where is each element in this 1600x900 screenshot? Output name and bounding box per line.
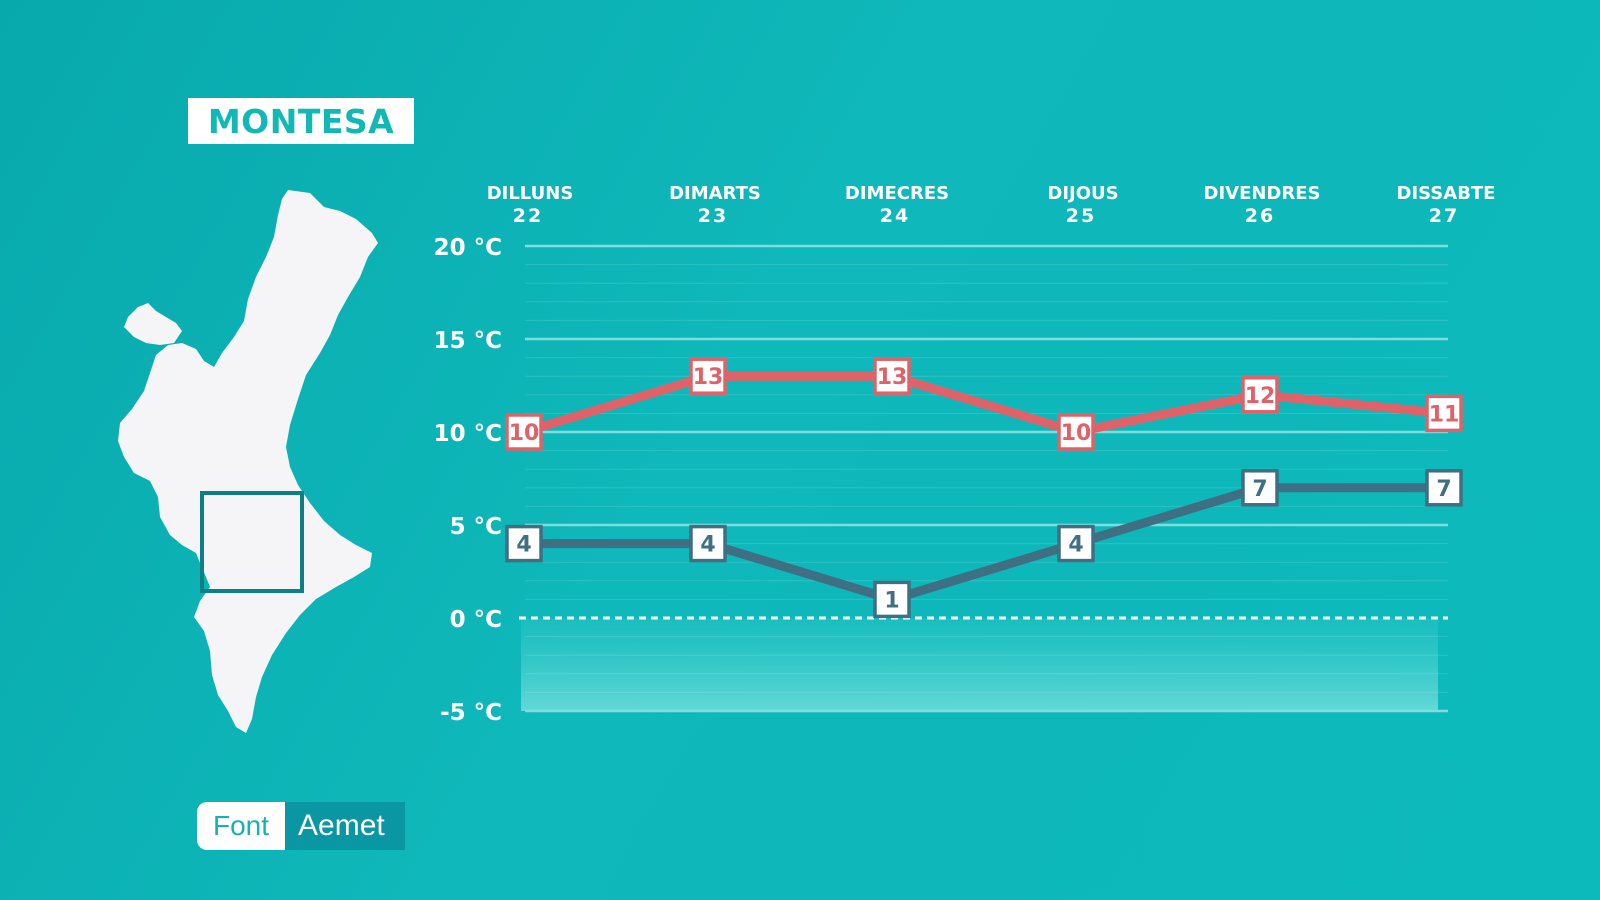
min-temp-marker <box>1425 469 1463 507</box>
min-temp-value-label: 4 <box>1068 533 1083 558</box>
min-temp-point: 7 <box>1425 469 1463 507</box>
max-temp-marker <box>689 357 727 395</box>
min-temp-value-label: 4 <box>700 533 715 558</box>
min-temp-marker <box>873 580 911 619</box>
day-date: 26 <box>1245 205 1275 227</box>
y-tick-label: 5 °C <box>450 514 502 540</box>
day-date: 24 <box>880 205 910 227</box>
day-label: DIMARTS <box>669 183 761 204</box>
max-temp-marker <box>1241 376 1279 414</box>
max-temp-point: 10 <box>1057 413 1095 451</box>
source-value: Aemet <box>285 802 405 850</box>
min-temp-line <box>519 483 1449 604</box>
min-temp-marker <box>505 524 543 563</box>
min-temp-point: 7 <box>1241 469 1279 507</box>
min-temp-marker <box>1057 524 1095 563</box>
max-temp-point: 11 <box>1425 394 1463 433</box>
y-tick-label: 20 °C <box>434 235 502 261</box>
max-temp-value-label: 10 <box>509 421 540 446</box>
day-label: DIVENDRES <box>1204 183 1321 204</box>
max-temp-line <box>519 371 1449 437</box>
day-label: DILLUNS <box>487 183 574 204</box>
y-tick-label: 15 °C <box>434 328 502 354</box>
max-temp-point: 12 <box>1241 376 1279 414</box>
day-date: 23 <box>698 205 728 227</box>
location-title: MONTESA <box>188 98 414 144</box>
source-label: Font <box>197 802 286 850</box>
day-label: DISSABTE <box>1397 183 1496 204</box>
min-temp-value-label: 4 <box>516 533 531 558</box>
y-tick-label: 10 °C <box>434 421 502 447</box>
max-temp-value-label: 11 <box>1429 402 1460 427</box>
max-temp-point: 13 <box>873 357 911 395</box>
max-temp-marker <box>505 413 543 451</box>
min-temp-value-label: 1 <box>884 588 899 613</box>
min-temp-point: 1 <box>873 580 911 619</box>
day-date: 25 <box>1066 205 1096 227</box>
max-temp-marker <box>1057 413 1095 451</box>
min-temp-marker <box>1241 469 1279 507</box>
min-temp-marker <box>689 524 727 563</box>
y-tick-label: -5 °C <box>440 700 502 726</box>
region-map-island <box>124 303 182 345</box>
max-temp-value-label: 13 <box>693 365 724 390</box>
max-temp-point: 10 <box>505 413 543 451</box>
y-tick-label: 0 °C <box>450 607 502 633</box>
max-temp-marker <box>873 357 911 395</box>
min-temp-point: 4 <box>689 524 727 563</box>
max-temp-point: 13 <box>689 357 727 395</box>
max-temp-value-label: 12 <box>1245 384 1276 409</box>
min-temp-point: 4 <box>1057 524 1095 563</box>
day-label: DIJOUS <box>1047 183 1118 204</box>
day-date: 27 <box>1429 205 1459 227</box>
max-temp-value-label: 13 <box>877 365 908 390</box>
min-temp-value-label: 7 <box>1252 477 1267 502</box>
day-label: DIMECRES <box>845 183 949 204</box>
source-box: Font Aemet <box>197 802 405 850</box>
region-map-shape <box>118 190 378 733</box>
max-temp-marker <box>1425 394 1463 433</box>
day-date: 22 <box>513 205 543 227</box>
zone-highlight-box <box>200 491 304 593</box>
below-zero-band <box>521 618 1438 711</box>
region-map <box>118 190 378 733</box>
min-temp-point: 4 <box>505 524 543 563</box>
max-temp-value-label: 10 <box>1061 421 1092 446</box>
min-temp-value-label: 7 <box>1436 477 1451 502</box>
